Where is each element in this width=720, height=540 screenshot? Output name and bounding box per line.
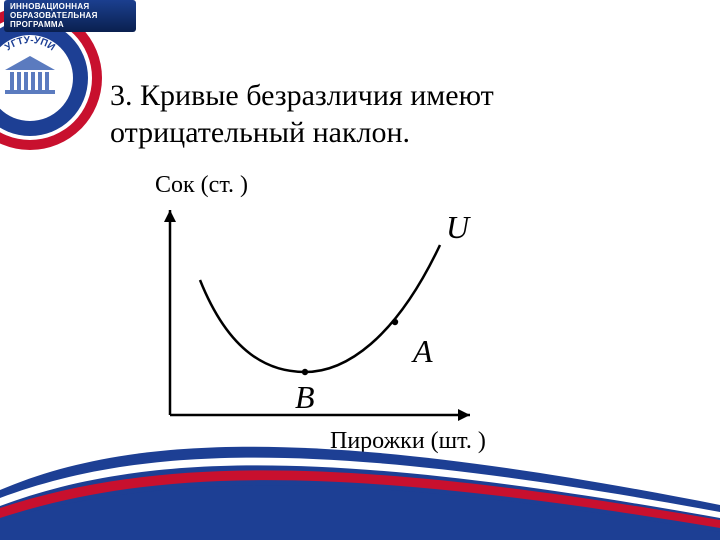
marker-A [392, 319, 398, 325]
badge-line1: ИННОВАЦИОННАЯ [10, 2, 89, 11]
label-U: U [446, 209, 471, 245]
indifference-curve [200, 245, 440, 372]
program-badge: ИННОВАЦИОННАЯ ОБРАЗОВАТЕЛЬНАЯ ПРОГРАММА [4, 0, 136, 32]
badge-line3: ПРОГРАММА [10, 20, 64, 29]
marker-B [302, 369, 308, 375]
top-strip: ИННОВАЦИОННАЯ ОБРАЗОВАТЕЛЬНАЯ ПРОГРАММА [0, 0, 720, 32]
svg-text:УГТУ-УПИ: УГТУ-УПИ [3, 35, 57, 54]
label-B: B [295, 379, 315, 415]
y-axis-label: Сок (ст. ) [155, 172, 248, 199]
slide-heading: 3. Кривые безразличия имеют отрицательны… [110, 78, 660, 151]
badge-text: ИННОВАЦИОННАЯ ОБРАЗОВАТЕЛЬНАЯ ПРОГРАММА [10, 2, 98, 29]
x-axis-label: Пирожки (шт. ) [330, 428, 486, 455]
label-A: A [411, 333, 433, 369]
indifference-chart: U A B [140, 200, 480, 430]
axes [164, 210, 470, 421]
badge-line2: ОБРАЗОВАТЕЛЬНАЯ [10, 11, 98, 20]
slide: УГТУ-УПИ ИННОВАЦИОННАЯ ОБРАЗОВАТЕЛЬНАЯ П… [0, 0, 720, 540]
